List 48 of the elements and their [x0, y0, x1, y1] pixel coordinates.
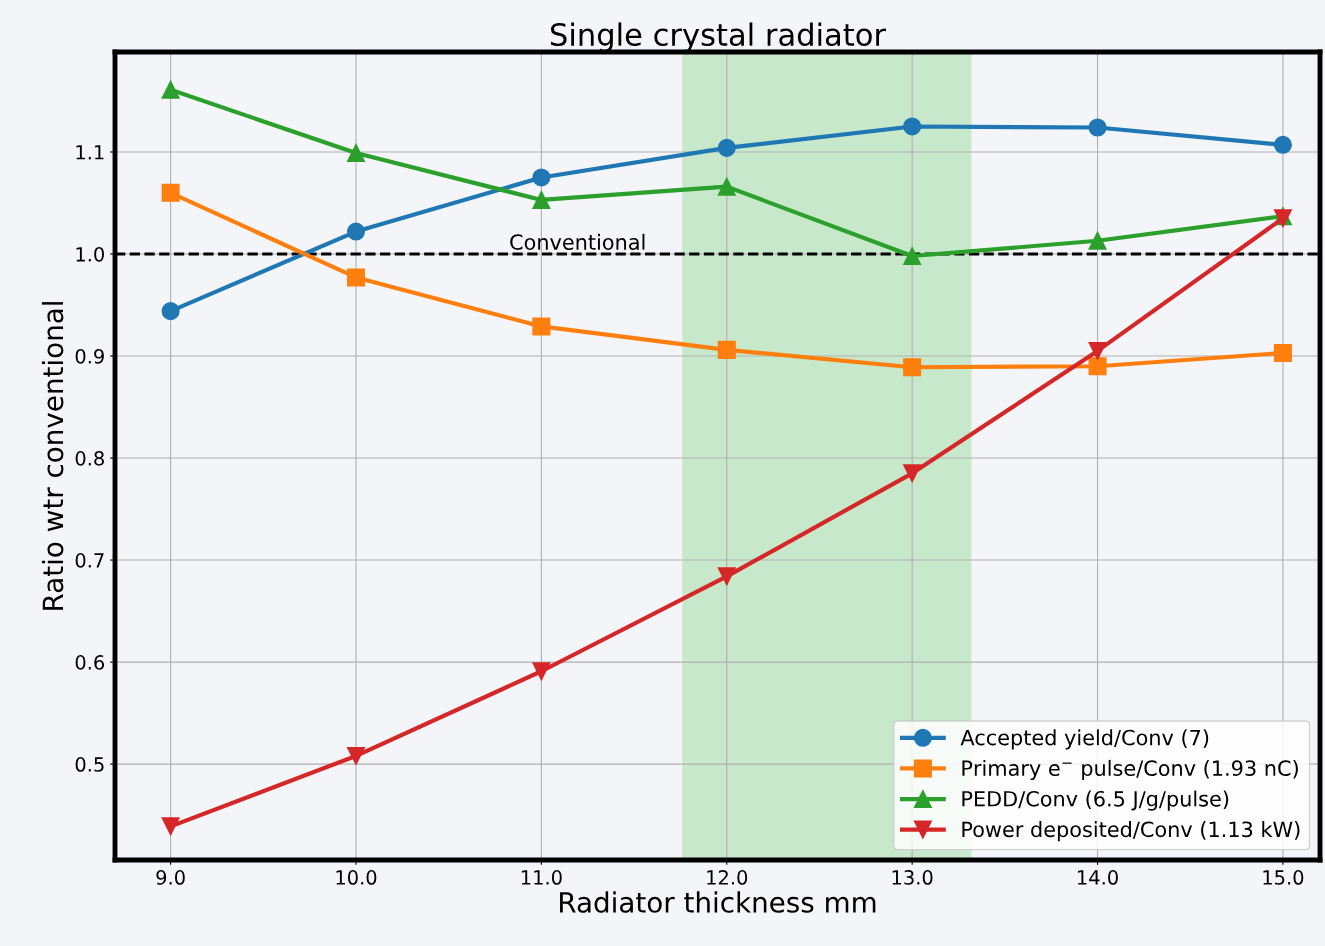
- legend-label: Power deposited/Conv (1.13 kW): [962, 821, 1300, 842]
- point: [903, 117, 922, 136]
- point: [717, 138, 736, 157]
- point: [346, 746, 366, 765]
- y-tick-label: 1.1: [76, 145, 104, 160]
- point: [1088, 118, 1107, 137]
- x-tick-label: 15.0: [1263, 870, 1304, 885]
- legend-label: Accepted yield/Conv (7): [960, 729, 1209, 750]
- point: [346, 222, 366, 241]
- x-tick-label: 13.0: [892, 870, 933, 885]
- point: [161, 817, 180, 836]
- y-tick-label: 1.0: [76, 246, 104, 262]
- point: [1088, 341, 1107, 360]
- y-tick-label: 0.5: [75, 757, 104, 772]
- x-axis-title: Radiator thickness mm: [560, 891, 876, 913]
- y-tick-label: 0.6: [75, 655, 105, 670]
- point: [1088, 231, 1107, 250]
- point: [717, 340, 736, 359]
- point: [903, 247, 922, 266]
- point: [1273, 343, 1292, 362]
- y-tick-label: 0.9: [75, 348, 104, 364]
- point: [532, 662, 551, 681]
- point: [903, 358, 922, 377]
- point: [161, 302, 180, 321]
- point: [1273, 135, 1292, 154]
- x-tick-label: 12.0: [707, 870, 748, 885]
- x-tick-label: 14.0: [1078, 870, 1118, 885]
- x-tick-label: 9.0: [156, 870, 185, 885]
- point: [532, 317, 551, 336]
- x-tick-label: 10.0: [336, 870, 377, 885]
- y-tick-label: 0.7: [75, 553, 104, 568]
- point: [161, 183, 180, 202]
- point: [161, 80, 180, 99]
- point: [532, 168, 551, 187]
- point: [346, 143, 366, 163]
- ref-line-label: Conventional: [510, 233, 645, 250]
- chart-title: Single crystal radiator: [550, 22, 887, 52]
- point: [532, 190, 551, 209]
- point: [717, 567, 736, 586]
- point: [346, 268, 366, 287]
- y-tick-label: 0.8: [75, 451, 104, 466]
- y-axis-title: Ratio wtr conventional: [41, 302, 64, 610]
- legend-label: PEDD/Conv (6.5 J/g/pulse): [962, 790, 1229, 811]
- point: [717, 177, 736, 196]
- point: [1088, 357, 1107, 376]
- x-tick-label: 11.0: [521, 870, 562, 885]
- legend-label: Primary e$^{−}$ pulse/Conv (1.93 nC): [962, 759, 1298, 781]
- point: [903, 464, 922, 483]
